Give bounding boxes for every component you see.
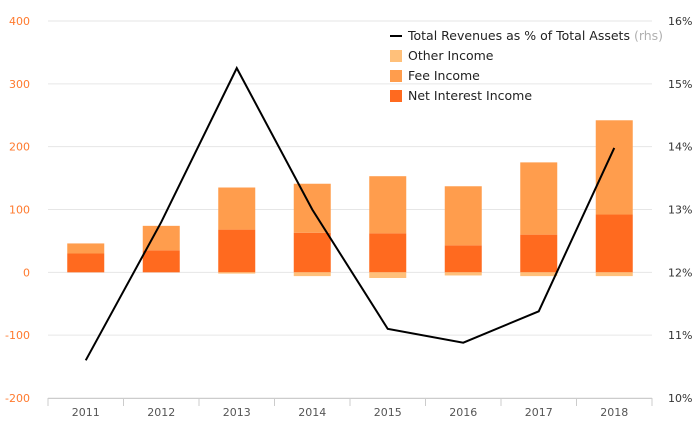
x-tick-label: 2017 [525, 406, 553, 419]
bar-segment [520, 272, 558, 277]
bar-segment [369, 176, 407, 234]
y-axis-left: 400 300 200 100 0 -100 -200 [5, 15, 30, 405]
x-tick-label: 2014 [298, 406, 326, 419]
y-right-tick-label: 12% [668, 266, 692, 279]
y-left-tick-label: 100 [9, 204, 30, 217]
line-series-path [84, 65, 616, 361]
bar-segment [520, 162, 558, 235]
legend-item: Fee Income [390, 68, 480, 83]
bar-segment [520, 234, 558, 273]
legend-swatch [390, 50, 402, 62]
legend-label: Net Interest Income [408, 88, 532, 103]
bar-segment [595, 272, 633, 277]
bar-segment [369, 272, 407, 278]
bar-segment [218, 272, 256, 274]
y-left-tick-label: 400 [9, 15, 30, 28]
bar-segment [293, 272, 331, 277]
y-right-tick-label: 10% [668, 392, 692, 405]
x-tick-label: 2018 [600, 406, 628, 419]
x-tick-label: 2015 [374, 406, 402, 419]
x-tick-label: 2011 [72, 406, 100, 419]
legend-item: Net Interest Income [390, 88, 532, 103]
legend-label: Fee Income [408, 68, 480, 83]
y-left-tick-label: -100 [5, 329, 30, 342]
y-left-tick-label: 200 [9, 141, 30, 154]
revenue-ratio-line [84, 65, 616, 361]
y-right-tick-label: 11% [668, 329, 692, 342]
legend-item: Other Income [390, 48, 494, 63]
bar-segment [444, 186, 482, 246]
y-right-tick-label: 13% [668, 204, 692, 217]
legend-label: Other Income [408, 48, 494, 63]
y-left-tick-label: 0 [23, 266, 30, 279]
x-tick-label: 2016 [449, 406, 477, 419]
bar-segment [218, 229, 256, 273]
bar-segment [142, 250, 180, 273]
legend-suffix: (rhs) [634, 28, 663, 43]
legend-swatch [390, 90, 402, 102]
x-tick-label: 2013 [223, 406, 251, 419]
legend: Total Revenues as % of Total Assets (rhs… [390, 28, 663, 103]
bar-segment [218, 187, 256, 230]
legend-label: Total Revenues as % of Total Assets (rhs… [407, 28, 663, 43]
bar-segment [67, 253, 105, 273]
y-right-tick-label: 15% [668, 78, 692, 91]
bar-segment [293, 232, 331, 273]
gridlines [48, 20, 652, 399]
bars [67, 120, 633, 278]
legend-swatch [390, 70, 402, 82]
y-left-tick-label: -200 [5, 392, 30, 405]
y-axis-right: 16% 15% 14% 13% 12% 11% 10% [668, 15, 692, 405]
legend-item-line: Total Revenues as % of Total Assets (rhs… [390, 28, 663, 43]
bar-segment [595, 120, 633, 215]
y-right-tick-label: 14% [668, 141, 692, 154]
bar-segment [595, 214, 633, 273]
bar-segment [444, 245, 482, 273]
bar-segment [444, 272, 482, 276]
bar-segment [67, 243, 105, 254]
x-tick-label: 2012 [147, 406, 175, 419]
y-left-tick-label: 300 [9, 78, 30, 91]
bar-segment [369, 233, 407, 273]
y-right-tick-label: 16% [668, 15, 692, 28]
x-axis: 2011 2012 2013 2014 2015 2016 2017 2018 [47, 398, 653, 419]
